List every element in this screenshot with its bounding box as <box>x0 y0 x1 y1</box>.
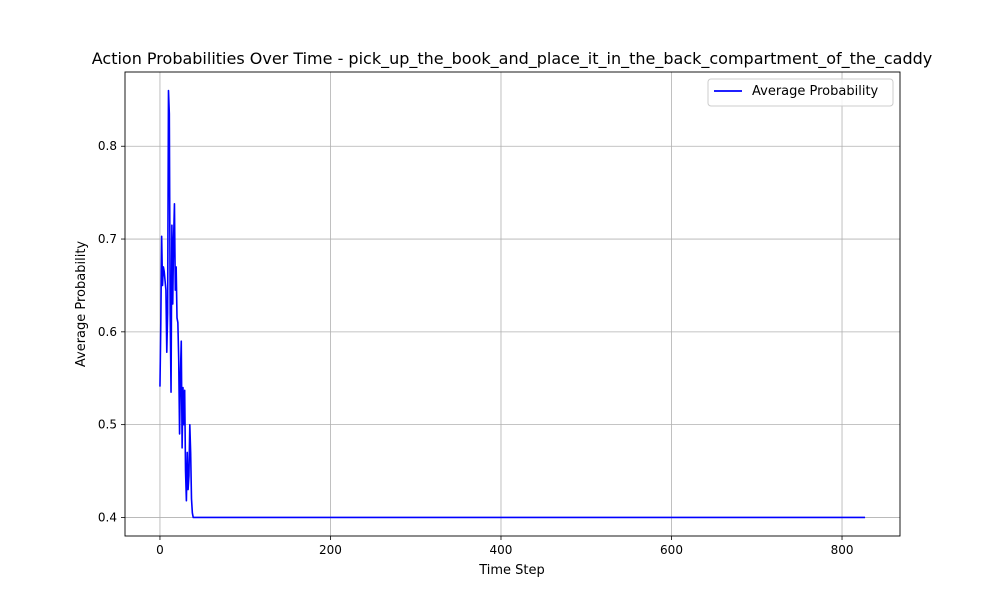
y-axis-label: Average Probability <box>74 241 89 368</box>
chart-title: Action Probabilities Over Time - pick_up… <box>92 49 933 69</box>
x-tick-label: 800 <box>831 543 854 557</box>
y-tick-label: 0.5 <box>98 418 117 432</box>
y-tick-label: 0.8 <box>98 139 117 153</box>
x-axis-label: Time Step <box>478 563 545 578</box>
legend-label-average-probability: Average Probability <box>752 84 879 99</box>
legend-box <box>707 78 894 107</box>
y-tick-label: 0.4 <box>98 510 117 524</box>
x-tick-label: 200 <box>319 543 342 557</box>
legend: Average Probability <box>707 78 894 107</box>
series-line-average-probability <box>159 89 866 519</box>
x-tick-label: 400 <box>490 543 513 557</box>
y-tick-label: 0.7 <box>98 232 117 246</box>
axis-ticks: 0 200 400 600 800 0.4 0.5 0.6 0.7 0.8 <box>98 139 854 557</box>
plot-area <box>159 89 866 519</box>
x-tick-label: 600 <box>660 543 683 557</box>
axes-frame <box>124 71 901 537</box>
x-tick-label: 0 <box>156 543 164 557</box>
y-tick-label: 0.6 <box>98 325 117 339</box>
